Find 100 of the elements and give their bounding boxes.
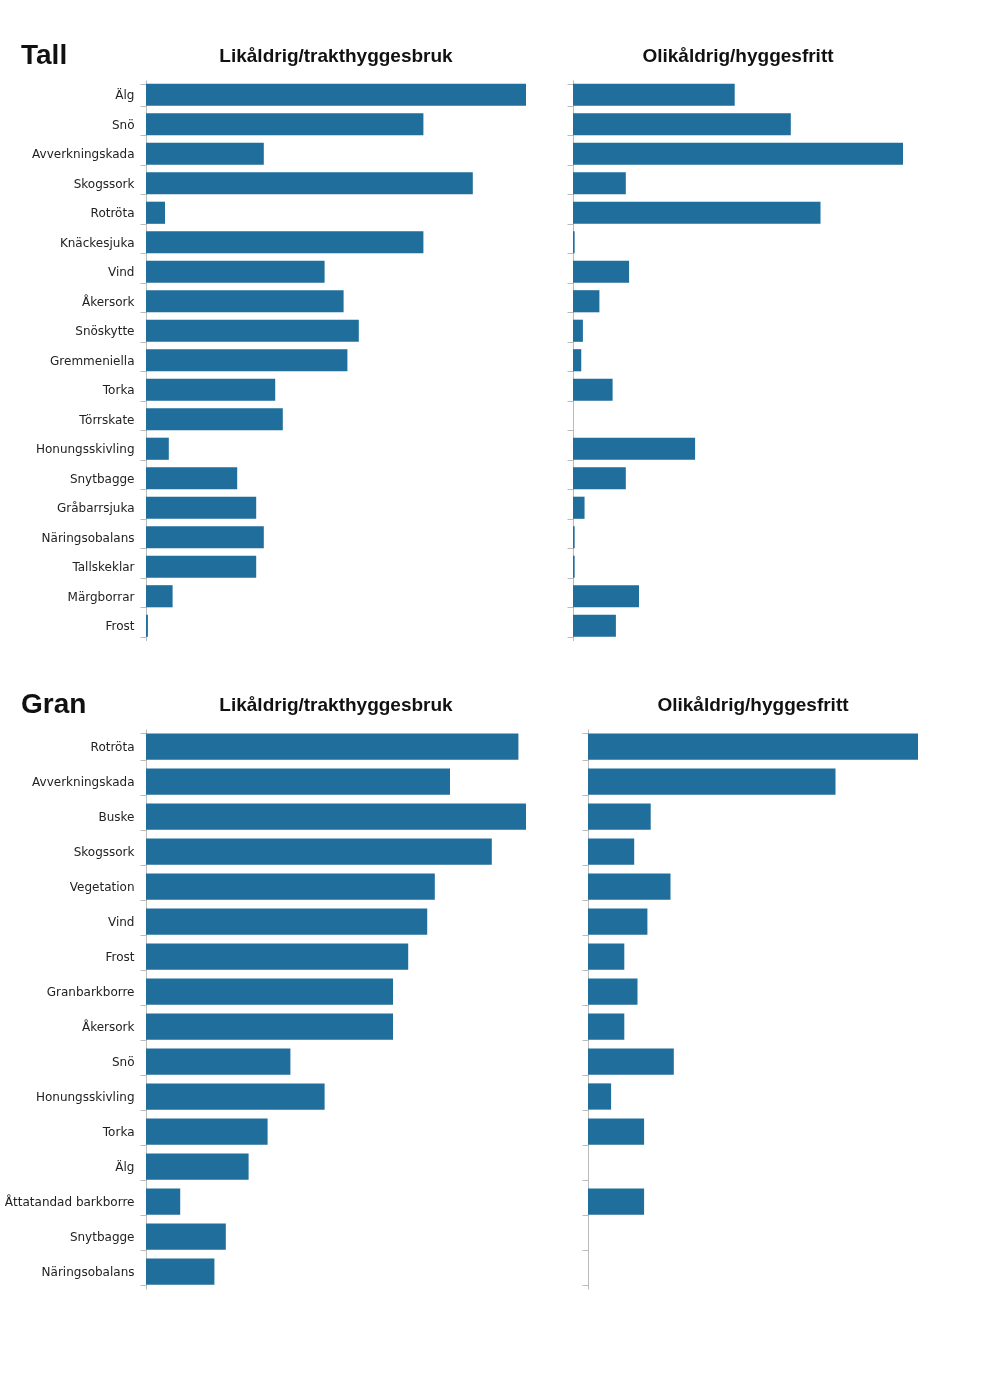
- y-tick-label: Snö: [111, 1055, 135, 1069]
- bar: [146, 585, 173, 608]
- y-tick-label: Snytbagge: [69, 1230, 135, 1244]
- bar: [588, 803, 651, 830]
- bar: [588, 1188, 645, 1215]
- bar: [146, 1188, 181, 1215]
- bar: [146, 943, 409, 970]
- bar: [146, 290, 344, 313]
- bar: [146, 1223, 226, 1250]
- bar: [588, 768, 836, 795]
- y-tick-label: Skogssork: [73, 176, 135, 191]
- y-tick-label: Rotröta: [90, 740, 135, 754]
- y-tick-label: Frost: [105, 950, 135, 964]
- y-tick-label: Torka: [101, 1125, 135, 1139]
- bar: [573, 319, 583, 342]
- y-tick-label: Gråbarrsjuka: [57, 501, 135, 516]
- chart-title: Likåldrig/trakthyggesbruk: [219, 45, 454, 66]
- bar: [146, 113, 424, 136]
- bar: [146, 873, 435, 900]
- bar: [146, 838, 492, 865]
- bar: [588, 1118, 645, 1145]
- y-tick-label: Tallskeklar: [71, 560, 135, 575]
- y-tick-label: Snö: [111, 117, 135, 132]
- bar: [573, 437, 696, 460]
- text: Tall: [21, 39, 68, 70]
- bar: [573, 585, 639, 608]
- bar: [573, 378, 613, 401]
- bar: [573, 496, 585, 519]
- bar: [573, 201, 821, 224]
- y-tick-label: Frost: [105, 619, 135, 634]
- y-tick-label: Älg: [115, 87, 135, 103]
- bar: [573, 142, 903, 165]
- bar: [146, 1048, 291, 1075]
- bar: [146, 1153, 249, 1180]
- bar: [146, 319, 359, 342]
- y-tick-label: Gremmeniella: [50, 353, 135, 368]
- chart-title: Likåldrig/trakthyggesbruk: [219, 694, 454, 715]
- bar: [146, 1118, 268, 1145]
- bar: [146, 83, 526, 106]
- bar: [588, 1048, 674, 1075]
- y-tick-label: Rotröta: [90, 206, 135, 221]
- bar: [588, 838, 635, 865]
- bar: [588, 873, 671, 900]
- y-tick-label: Älg: [115, 1159, 135, 1174]
- bar: [573, 614, 616, 637]
- y-tick-label: Näringsobalans: [41, 1265, 135, 1279]
- bar: [146, 803, 526, 830]
- bar: [588, 1083, 612, 1110]
- bar: [573, 349, 582, 372]
- bar: [146, 1258, 215, 1285]
- text: Gran: [21, 688, 87, 719]
- y-tick-label: Vegetation: [69, 880, 135, 894]
- bar: [146, 142, 264, 165]
- bar: [146, 201, 165, 224]
- bar: [146, 555, 257, 578]
- bar: [146, 908, 428, 935]
- y-tick-label: Avverkningskada: [32, 147, 135, 162]
- bar: [146, 231, 424, 254]
- chart-title: Olikåldrig/hyggesfritt: [657, 694, 850, 715]
- y-tick-label: Avverkningskada: [32, 775, 135, 789]
- bar: [146, 172, 473, 195]
- bar: [588, 1013, 625, 1040]
- bar: [588, 733, 918, 760]
- bar: [573, 172, 626, 195]
- y-tick-label: Torka: [101, 383, 135, 398]
- y-tick-label: Honungsskivling: [35, 442, 135, 457]
- bar: [588, 943, 625, 970]
- y-tick-label: Honungsskivling: [35, 1090, 135, 1104]
- bar: [146, 768, 450, 795]
- y-tick-label: Granbarkborre: [46, 985, 135, 999]
- y-tick-label: Törrskate: [78, 412, 135, 427]
- bar: [146, 1013, 393, 1040]
- bar: [588, 908, 648, 935]
- bar: [573, 260, 630, 283]
- bar: [146, 733, 519, 760]
- y-tick-label: Buske: [98, 810, 135, 824]
- y-tick-label: Vind: [107, 265, 135, 280]
- y-tick-label: Snöskytte: [75, 324, 135, 339]
- y-tick-label: Skogssork: [73, 845, 135, 859]
- bar: [146, 1083, 325, 1110]
- y-tick-label: Åkersork: [81, 1019, 135, 1034]
- bar: [146, 349, 348, 372]
- y-tick-label: Snytbagge: [69, 471, 135, 486]
- bar: [573, 113, 791, 136]
- bar: [146, 526, 264, 549]
- bar: [573, 83, 735, 106]
- bar: [588, 978, 638, 1005]
- y-tick-label: Knäckesjuka: [59, 235, 135, 250]
- chart-title: Olikåldrig/hyggesfritt: [642, 45, 835, 66]
- bar: [146, 496, 257, 519]
- y-tick-label: Vind: [107, 915, 135, 929]
- y-tick-label: Åttatandad barkborre: [4, 1194, 135, 1209]
- bar: [146, 408, 283, 431]
- y-tick-label: Näringsobalans: [41, 530, 135, 545]
- bar: [573, 467, 626, 490]
- y-tick-label: Åkersork: [81, 293, 135, 309]
- bar: [146, 978, 393, 1005]
- bar: [573, 290, 600, 313]
- bar: [146, 260, 325, 283]
- bar: [146, 467, 238, 490]
